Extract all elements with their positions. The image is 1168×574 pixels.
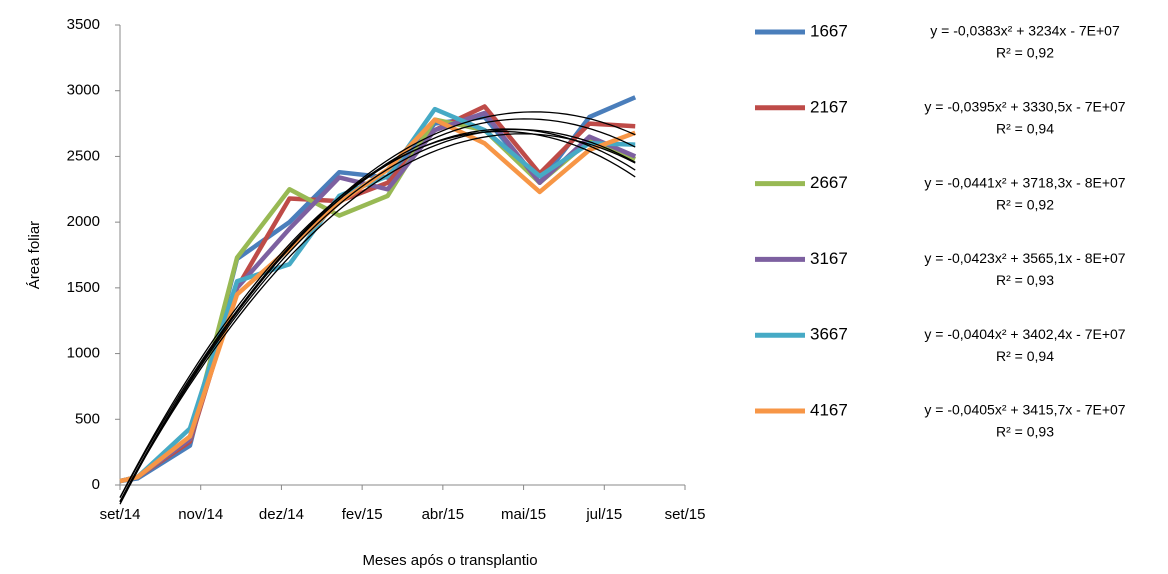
trend-equation: y = -0,0404x² + 3402,4x - 7E+07 <box>924 326 1125 342</box>
y-axis-title: Área foliar <box>26 221 43 289</box>
trendline <box>119 133 636 503</box>
trend-r2: R² = 0,93 <box>996 424 1054 440</box>
y-tick-label: 500 <box>75 410 100 427</box>
trend-equation: y = -0,0383x² + 3234x - 7E+07 <box>930 23 1120 39</box>
x-tick-label: abr/15 <box>422 506 465 523</box>
y-tick-label: 1000 <box>67 345 100 362</box>
series-line <box>119 117 637 484</box>
trend-r2: R² = 0,92 <box>996 196 1054 212</box>
y-tick-label: 1500 <box>67 279 100 296</box>
x-tick-label: set/14 <box>100 506 141 523</box>
x-tick-label: fev/15 <box>342 506 383 523</box>
trend-r2: R² = 0,94 <box>996 121 1054 137</box>
legend-label: 1667 <box>810 21 848 40</box>
trendline <box>119 128 636 505</box>
trend-r2: R² = 0,94 <box>996 348 1054 364</box>
legend-label: 3167 <box>810 249 848 268</box>
legend-label: 3667 <box>810 325 848 344</box>
x-tick-label: nov/14 <box>178 506 223 523</box>
trend-equation: y = -0,0441x² + 3718,3x - 8E+07 <box>924 174 1125 190</box>
y-tick-label: 2500 <box>67 147 100 164</box>
series-line <box>119 110 637 484</box>
trendline <box>119 111 636 499</box>
trend-r2: R² = 0,93 <box>996 272 1054 288</box>
trendline <box>119 128 636 503</box>
y-tick-label: 3500 <box>67 16 100 33</box>
x-tick-label: mai/15 <box>501 506 546 523</box>
trend-equation: y = -0,0395x² + 3330,5x - 7E+07 <box>924 99 1125 115</box>
legend-label: 2667 <box>810 173 848 192</box>
x-axis-title: Meses após o transplantio <box>362 552 537 569</box>
trend-r2: R² = 0,92 <box>996 45 1054 61</box>
legend-label: 4167 <box>810 400 848 419</box>
y-tick-label: 0 <box>92 476 100 493</box>
legend-label: 2167 <box>810 97 848 116</box>
trend-equation: y = -0,0405x² + 3415,7x - 7E+07 <box>924 402 1125 418</box>
y-tick-label: 3000 <box>67 82 100 99</box>
x-tick-label: jul/15 <box>585 506 622 523</box>
x-tick-label: set/15 <box>665 506 706 523</box>
trend-equation: y = -0,0423x² + 3565,1x - 8E+07 <box>924 250 1125 266</box>
trendline <box>119 130 636 498</box>
y-tick-label: 2000 <box>67 213 100 230</box>
x-tick-label: dez/14 <box>259 506 304 523</box>
